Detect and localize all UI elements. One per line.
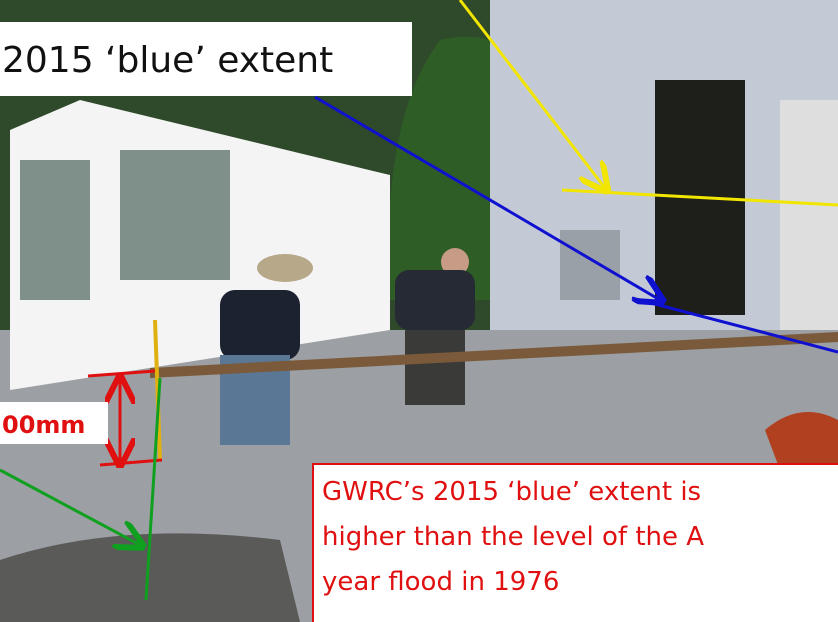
- hat: [257, 254, 313, 282]
- callout-text: 2015 ‘blue’ extent: [2, 40, 333, 81]
- photo: 2015 ‘blue’ extent 00mm GWRC’s 2015 ‘blu…: [0, 0, 838, 622]
- shutter: [780, 100, 838, 330]
- note-line: GWRC’s 2015 ‘blue’ extent is: [322, 477, 701, 507]
- person: [395, 270, 475, 330]
- unit: [560, 230, 620, 300]
- note-line: higher than the level of the A: [322, 522, 704, 552]
- measurement-text: 00mm: [2, 411, 85, 439]
- note-line: year flood in 1976: [322, 567, 559, 597]
- shed-window: [120, 150, 230, 280]
- person-legs: [405, 330, 465, 405]
- page: 2015 ‘blue’ extent 00mm GWRC’s 2015 ‘blu…: [0, 0, 838, 622]
- person: [220, 290, 300, 360]
- shed-window: [20, 160, 90, 300]
